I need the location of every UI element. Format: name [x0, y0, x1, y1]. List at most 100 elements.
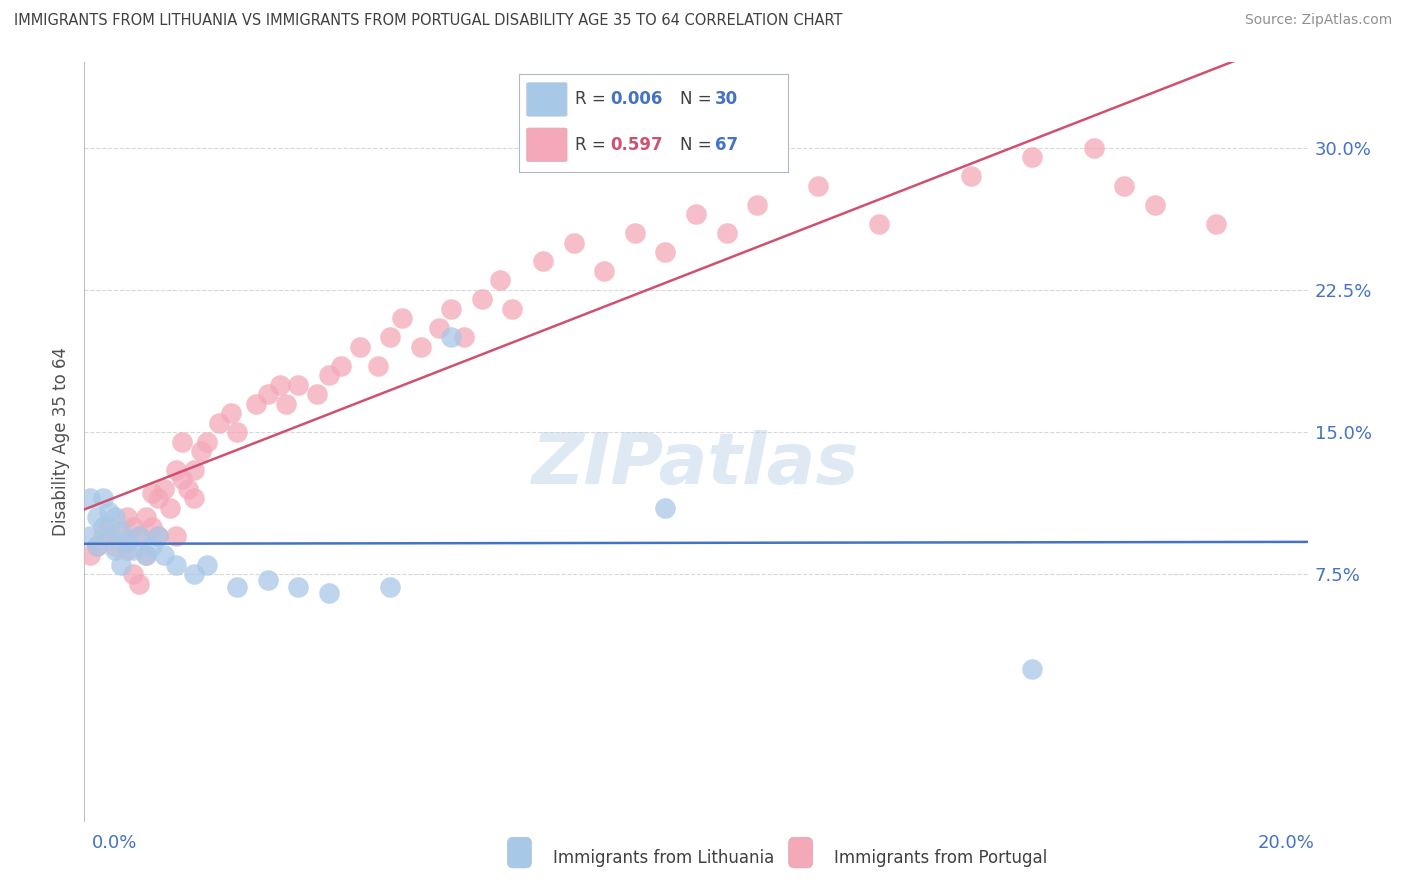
- Text: IMMIGRANTS FROM LITHUANIA VS IMMIGRANTS FROM PORTUGAL DISABILITY AGE 35 TO 64 CO: IMMIGRANTS FROM LITHUANIA VS IMMIGRANTS …: [14, 13, 842, 29]
- Point: [159, 500, 181, 515]
- Point: [1083, 141, 1105, 155]
- Point: [91, 491, 114, 506]
- Text: ZIPatlas: ZIPatlas: [533, 430, 859, 499]
- Point: [367, 359, 389, 373]
- Point: [318, 368, 340, 383]
- Point: [318, 586, 340, 600]
- Point: [685, 207, 707, 221]
- Point: [807, 178, 830, 193]
- Point: [135, 548, 157, 563]
- Point: [183, 567, 205, 582]
- Point: [531, 254, 554, 268]
- Point: [104, 510, 127, 524]
- Point: [141, 539, 163, 553]
- Point: [654, 500, 676, 515]
- Point: [91, 520, 114, 534]
- Point: [110, 558, 132, 572]
- Point: [97, 505, 120, 519]
- Point: [593, 264, 616, 278]
- Point: [104, 539, 127, 553]
- Point: [869, 217, 891, 231]
- Point: [146, 491, 169, 506]
- Point: [97, 529, 120, 543]
- Point: [489, 273, 512, 287]
- Point: [380, 330, 402, 344]
- Point: [624, 226, 647, 240]
- Point: [135, 548, 157, 563]
- Point: [97, 520, 120, 534]
- Point: [330, 359, 353, 373]
- Text: Immigrants from Portugal: Immigrants from Portugal: [834, 849, 1047, 867]
- Text: Immigrants from Lithuania: Immigrants from Lithuania: [553, 849, 773, 867]
- Point: [122, 520, 145, 534]
- Point: [190, 444, 212, 458]
- Point: [153, 482, 176, 496]
- Point: [208, 416, 231, 430]
- Point: [141, 485, 163, 500]
- Point: [79, 548, 101, 563]
- Point: [128, 529, 150, 543]
- Point: [86, 510, 108, 524]
- Point: [153, 548, 176, 563]
- Y-axis label: Disability Age 35 to 64: Disability Age 35 to 64: [52, 347, 70, 536]
- Point: [128, 576, 150, 591]
- Point: [1021, 150, 1043, 164]
- Point: [257, 387, 280, 401]
- Point: [287, 377, 309, 392]
- Point: [165, 529, 187, 543]
- Point: [104, 542, 127, 557]
- Point: [716, 226, 738, 240]
- Point: [86, 539, 108, 553]
- Point: [471, 293, 494, 307]
- Text: 0.0%: 0.0%: [91, 834, 136, 852]
- Point: [172, 473, 194, 487]
- Point: [269, 377, 291, 392]
- Point: [654, 244, 676, 259]
- Point: [79, 491, 101, 506]
- Point: [79, 529, 101, 543]
- Point: [391, 311, 413, 326]
- Text: Source: ZipAtlas.com: Source: ZipAtlas.com: [1244, 13, 1392, 28]
- Text: 20.0%: 20.0%: [1258, 834, 1315, 852]
- Point: [502, 301, 524, 316]
- Point: [165, 463, 187, 477]
- Point: [195, 434, 218, 449]
- Point: [226, 581, 249, 595]
- Point: [141, 520, 163, 534]
- Point: [409, 340, 432, 354]
- Point: [562, 235, 585, 250]
- Point: [960, 169, 983, 184]
- Point: [110, 524, 132, 538]
- Point: [110, 529, 132, 543]
- Point: [747, 197, 769, 211]
- Point: [453, 330, 475, 344]
- Point: [135, 510, 157, 524]
- Point: [276, 396, 298, 410]
- Point: [86, 539, 108, 553]
- Point: [427, 321, 450, 335]
- Point: [305, 387, 328, 401]
- Point: [219, 406, 242, 420]
- Point: [349, 340, 371, 354]
- Point: [122, 542, 145, 557]
- Point: [115, 510, 138, 524]
- Point: [1205, 217, 1227, 231]
- Point: [226, 425, 249, 439]
- Point: [257, 573, 280, 587]
- Point: [183, 491, 205, 506]
- Point: [172, 434, 194, 449]
- Point: [128, 529, 150, 543]
- Point: [115, 535, 138, 549]
- Point: [146, 529, 169, 543]
- Point: [177, 482, 200, 496]
- Point: [1021, 662, 1043, 676]
- Point: [115, 542, 138, 557]
- Point: [1114, 178, 1136, 193]
- Point: [146, 529, 169, 543]
- Point: [183, 463, 205, 477]
- Point: [287, 581, 309, 595]
- Point: [91, 529, 114, 543]
- Point: [122, 567, 145, 582]
- Point: [245, 396, 267, 410]
- Point: [440, 301, 463, 316]
